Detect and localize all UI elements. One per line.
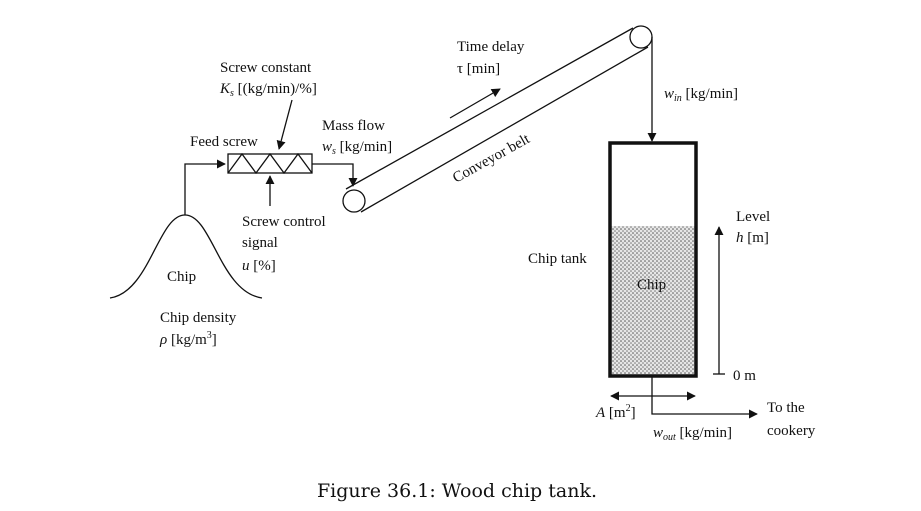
outflow-arrow — [651, 377, 758, 419]
conveyor-belt — [342, 25, 653, 213]
cookery-label: cookery — [767, 423, 816, 439]
time-delay-label: Time delay — [457, 39, 525, 55]
screw-control-label: Screw control — [242, 214, 326, 230]
win-symbol: win [kg/min] — [664, 86, 738, 104]
feed-screw-label: Feed screw — [190, 134, 258, 150]
screw-constant-symbol: Ks [(kg/min)/%] — [219, 81, 317, 99]
pile-to-screw-line — [184, 159, 226, 215]
mass-flow-label: Mass flow — [322, 118, 385, 134]
to-the-label: To the — [767, 400, 805, 416]
chip-in-tank-label: Chip — [637, 277, 666, 293]
signal-label: signal — [242, 235, 278, 251]
time-delay-arrow — [449, 88, 501, 119]
screw-constant-label: Screw constant — [220, 60, 312, 76]
conveyor-belt-label: Conveyor belt — [450, 131, 533, 187]
zero-m-label: 0 m — [733, 368, 756, 384]
u-symbol: u [%] — [242, 258, 276, 274]
chip-tank-content — [610, 226, 696, 376]
area-symbol: A [m2] — [595, 403, 636, 421]
chip-density-label: Chip density — [160, 310, 237, 326]
level-label: Level — [736, 209, 770, 225]
chip-pile-label: Chip — [167, 269, 196, 285]
chip-tank-label: Chip tank — [528, 251, 587, 267]
wout-symbol: wout [kg/min] — [653, 425, 732, 443]
h-symbol: h [m] — [736, 230, 769, 246]
feed-screw — [227, 152, 313, 175]
time-delay-symbol: τ [min] — [457, 61, 500, 77]
figure-caption: Figure 36.1: Wood chip tank. — [317, 480, 597, 502]
chip-tank-walls — [608, 141, 698, 378]
screw-constant-arrow — [276, 99, 293, 150]
mass-flow-symbol: ws [kg/min] — [322, 139, 392, 157]
screw-to-belt-line — [312, 163, 358, 187]
chip-density-symbol: ρ [kg/m3] — [159, 330, 217, 348]
chip-pile — [109, 214, 263, 299]
